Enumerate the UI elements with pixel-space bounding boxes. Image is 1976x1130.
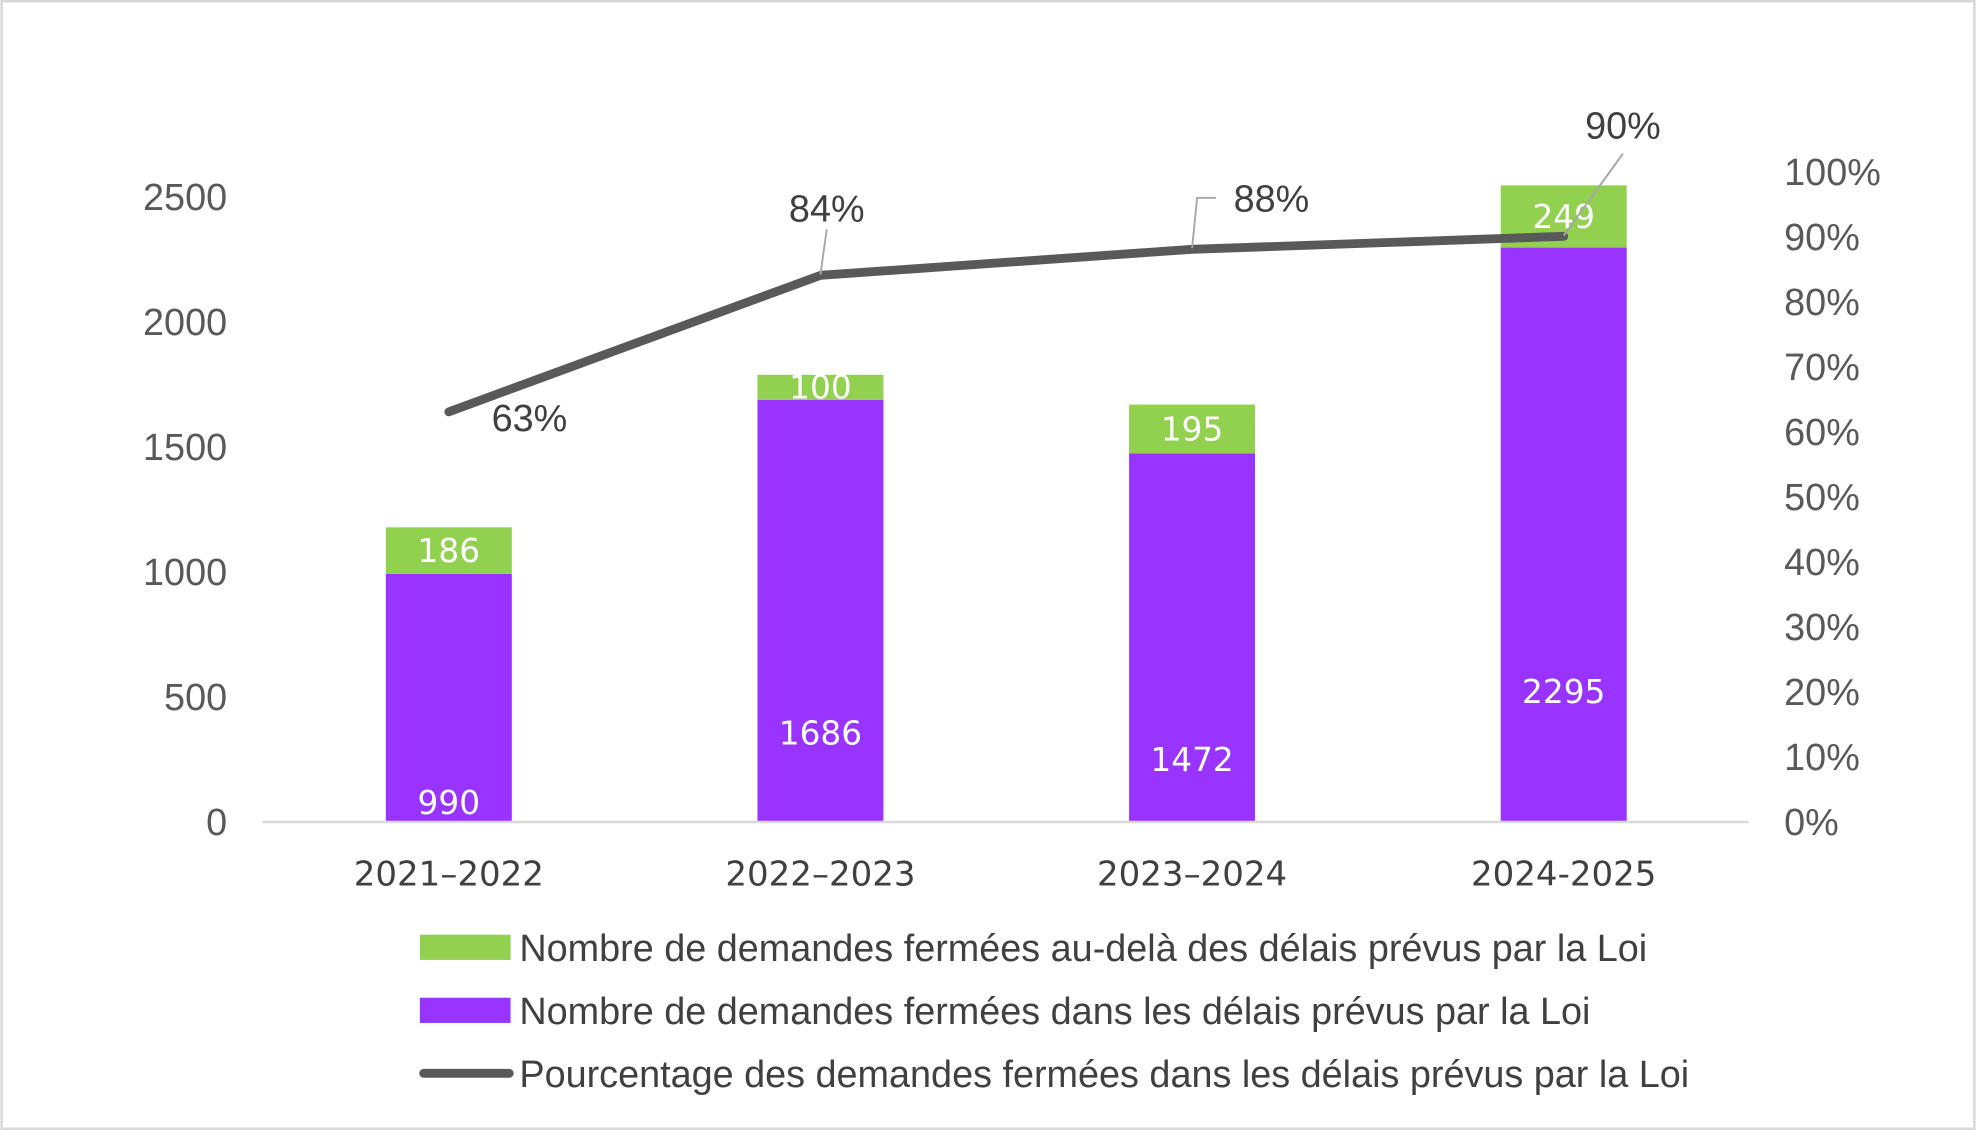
percentage-label: 90%: [1585, 106, 1661, 148]
legend-label: Pourcentage des demandes fermées dans le…: [519, 1054, 1689, 1096]
left-tick-label: 2500: [143, 177, 227, 219]
right-axis: 0% 10% 20% 30% 40% 50% 60% 70% 80% 90% 100%: [1784, 152, 1881, 844]
right-tick-label: 50%: [1784, 477, 1860, 519]
left-tick-label: 2000: [143, 302, 227, 344]
category-label: 2024-2025: [1471, 855, 1656, 895]
leader-line: [1191, 196, 1217, 249]
data-label-within: 990: [418, 784, 481, 822]
category-axis: 2021–2022 2022–2023 2023–2024 2024-2025: [354, 855, 1657, 895]
data-label-within: 1686: [779, 715, 862, 753]
bar-within-deadline: [757, 399, 884, 822]
right-tick-label: 100%: [1784, 152, 1881, 194]
percentage-line: [444, 231, 1569, 417]
left-tick-label: 500: [164, 677, 227, 719]
right-tick-label: 70%: [1784, 347, 1860, 389]
right-tick-label: 30%: [1784, 607, 1860, 649]
left-tick-label: 0: [206, 802, 227, 844]
right-tick-label: 80%: [1784, 282, 1860, 324]
bar-beyond-deadline: [385, 527, 512, 574]
right-tick-label: 40%: [1784, 542, 1860, 584]
percentage-label: 88%: [1234, 179, 1310, 221]
bar-within-deadline: [385, 573, 512, 822]
legend-swatch: [419, 997, 511, 1023]
leader-line: [1562, 153, 1624, 237]
leader-line: [819, 229, 828, 275]
category-label: 2023–2024: [1097, 855, 1287, 895]
left-tick-label: 1000: [143, 552, 227, 594]
bar-beyond-deadline: [1129, 404, 1256, 454]
data-label-within: 1472: [1150, 741, 1233, 779]
left-tick-label: 1500: [143, 427, 227, 469]
category-label: 2022–2023: [725, 855, 915, 895]
right-tick-label: 60%: [1784, 412, 1860, 454]
right-tick-label: 90%: [1784, 217, 1860, 259]
category-label: 2021–2022: [354, 855, 544, 895]
legend-swatch: [419, 934, 511, 960]
data-label-beyond: 100: [789, 369, 852, 407]
legend-label: Nombre de demandes fermées dans les déla…: [519, 991, 1590, 1033]
percentage-label: 63%: [492, 398, 568, 440]
legend: Nombre de demandes fermées au-delà des d…: [419, 928, 1689, 1096]
left-axis: 0 500 1000 1500 2000 2500: [143, 177, 227, 844]
bar-beyond-deadline: [757, 374, 884, 400]
bar-within-deadline: [1500, 247, 1627, 822]
bar-within-deadline: [1129, 453, 1256, 822]
data-label-beyond: 195: [1161, 410, 1224, 448]
data-label-beyond: 249: [1532, 198, 1595, 236]
right-tick-label: 20%: [1784, 672, 1860, 714]
percentage-label: 84%: [789, 189, 865, 231]
percentage-series: 63% 84% 88% 90%: [444, 106, 1661, 440]
right-tick-label: 0%: [1784, 802, 1839, 844]
right-tick-label: 10%: [1784, 737, 1860, 779]
data-label-beyond: 186: [418, 532, 481, 570]
legend-label: Nombre de demandes fermées au-delà des d…: [519, 928, 1647, 970]
data-label-within: 2295: [1522, 673, 1605, 711]
